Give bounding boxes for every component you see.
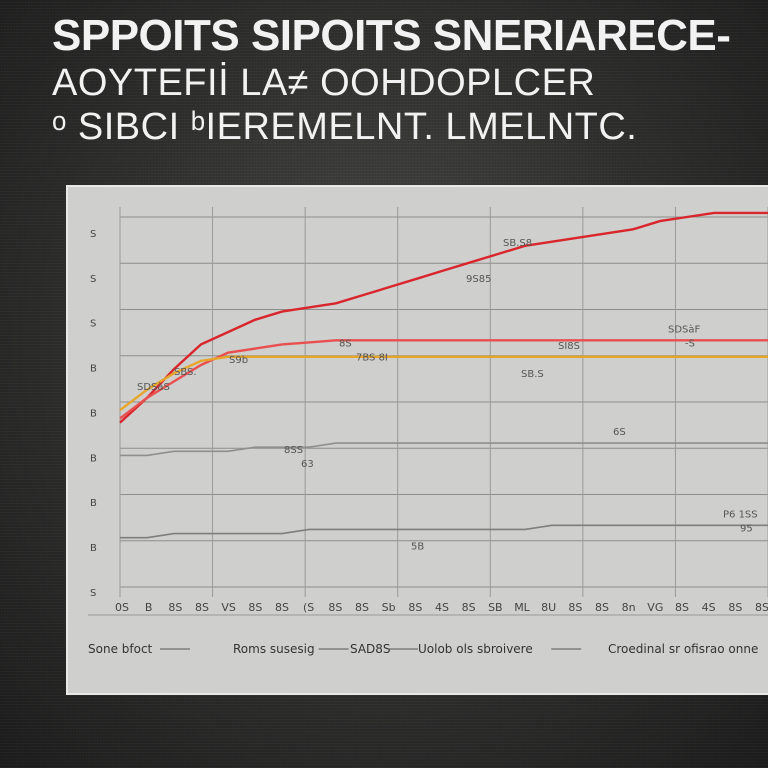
y-tick-label: B	[90, 364, 97, 375]
annotation-label: SDSàS	[137, 381, 170, 393]
x-tick-label: 8U	[541, 601, 556, 614]
x-tick-label: SB	[488, 601, 503, 614]
x-tick-label: 8S	[275, 601, 289, 614]
x-tick-label: 8S	[462, 601, 476, 614]
x-tick-label: VG	[647, 601, 663, 614]
title-line-2: AOYTEFIİ LA≠ OOHDOPLCER	[52, 62, 596, 104]
x-tick-label: 8S	[755, 601, 768, 614]
y-tick-label: B	[90, 498, 97, 509]
chart-legend: Sone bfoct Roms susesig SAD8S Uolob ols sbr…	[88, 642, 758, 656]
legend-entry: Uolob ols sbroivere	[418, 642, 533, 656]
x-tick-label: VS	[221, 601, 236, 614]
title-line-1: SPPOITS SIPOITS SNERIARECE-	[52, 11, 731, 60]
x-tick-label: 8S	[195, 601, 209, 614]
x-tick-label: 8S	[595, 601, 609, 614]
x-tick-label: 8n	[622, 601, 636, 614]
x-tick-label: 0S	[115, 601, 129, 614]
annotation-label: 8S	[339, 338, 352, 349]
series-line-1	[119, 211, 768, 424]
annotation-label: SB.S	[521, 369, 544, 380]
annotation-label: SDSàF	[668, 323, 701, 335]
x-tick-label: 8S	[408, 601, 422, 614]
annotation-label: 7BS 8I	[356, 352, 388, 363]
annotation-label: S9b	[229, 355, 248, 366]
x-tick-label: 8S	[675, 601, 689, 614]
annotation-label: 95	[740, 523, 753, 534]
annotation-label: SI8S	[558, 341, 580, 352]
x-tick-label: (S	[303, 601, 314, 614]
x-axis-ticks: 0S B 8S 8S VS 8S 8S (S 8S 8S Sb 8S 4S 8S SB ML 8U 8S 8S 8n V…	[115, 601, 768, 614]
series-line-2	[119, 339, 768, 420]
annotation-label: P6 1SS	[723, 509, 758, 520]
annotation-label: 63	[301, 459, 314, 470]
annotation-label: SBS.	[174, 367, 197, 378]
y-tick-label: B	[90, 408, 97, 419]
y-tick-label: S	[90, 588, 96, 599]
x-tick-label: 4S	[435, 601, 449, 614]
x-tick-label: 8S	[248, 601, 262, 614]
y-tick-label: S	[90, 229, 96, 240]
y-tick-label: S	[90, 319, 96, 330]
annotation-label: 5B	[411, 541, 424, 552]
chart-annotations: SDSàS 8S SB.S P6 1SS 8SS 9S85 SDSàF S9b 5B 6S SBS.…	[137, 238, 758, 552]
x-tick-label: 8S	[328, 601, 342, 614]
chart-title-block: SPPOITS SIPOITS SNERIARECE- AOYTEFIİ LA≠…	[52, 11, 752, 148]
x-tick-label: 8S	[568, 601, 582, 614]
y-axis-ticks: S S S B B B B B S	[90, 229, 97, 599]
chart-grid	[119, 207, 768, 597]
annotation-label: 8SS	[284, 445, 303, 456]
title-line-3: ᵒ SIBCI ᵇIEREMELNT. LMELNTC.	[52, 106, 638, 148]
y-tick-label: B	[90, 543, 97, 554]
x-tick-label: Sb	[382, 601, 396, 614]
annotation-label: 9S85	[466, 274, 491, 285]
y-tick-label: B	[90, 453, 97, 464]
legend-entry: Roms susesig	[233, 642, 315, 656]
x-tick-label: 8S	[355, 601, 369, 614]
x-tick-label: B	[145, 601, 153, 614]
x-tick-label: 8S	[168, 601, 182, 614]
legend-entry: Sone bfoct	[88, 642, 153, 656]
series-line-5	[120, 442, 768, 457]
annotation-label: -S	[685, 338, 695, 349]
x-tick-label: 4S	[702, 601, 716, 614]
annotation-label: 6S	[613, 427, 626, 438]
legend-entry: SAD8S	[350, 642, 391, 656]
legend-entry: Croedinal sr ofisrao onne	[608, 642, 758, 656]
series-line-4	[120, 524, 768, 539]
series-line-3	[119, 355, 768, 412]
chart-series	[119, 211, 768, 539]
x-tick-label: ML	[514, 601, 530, 614]
x-tick-label: 8S	[728, 601, 742, 614]
y-tick-label: S	[90, 274, 96, 285]
annotation-label: SB.S8	[503, 238, 532, 249]
